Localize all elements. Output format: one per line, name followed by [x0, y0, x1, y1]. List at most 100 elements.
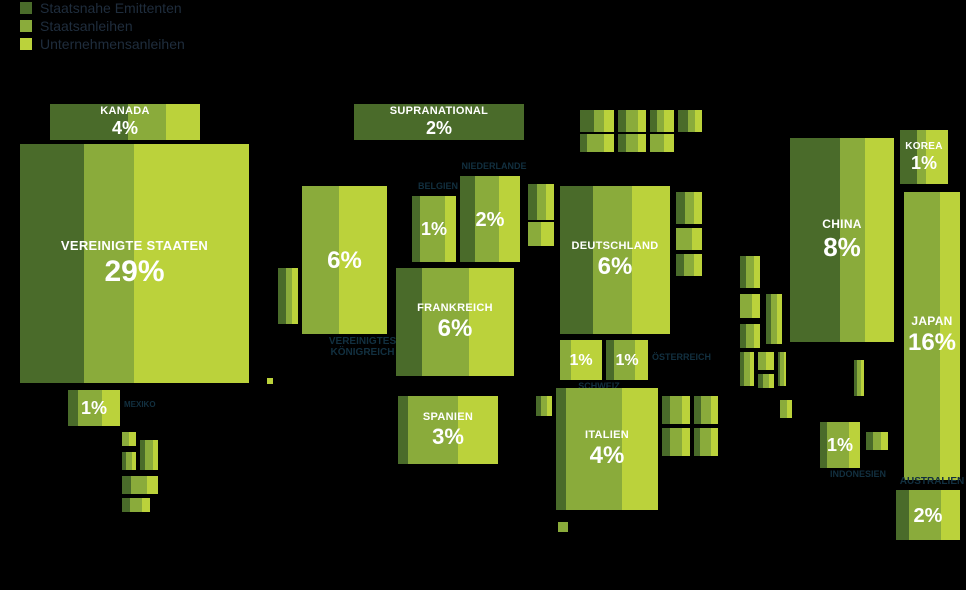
country-block-uk [302, 186, 387, 334]
segment [604, 134, 614, 152]
segment [528, 222, 541, 246]
segment [700, 428, 711, 456]
country-block-sup [354, 104, 524, 140]
deco-block [122, 432, 136, 446]
country-block-aut [606, 340, 648, 380]
segment [420, 196, 445, 262]
segment [475, 176, 499, 262]
deco-block [780, 400, 792, 418]
deco-block [694, 396, 718, 424]
segment [132, 452, 136, 470]
segment [571, 340, 603, 380]
country-block-esp [398, 396, 498, 464]
segment [664, 110, 674, 132]
segment [292, 268, 298, 324]
segment [638, 110, 646, 132]
segment [900, 130, 917, 184]
deco-block [740, 324, 760, 348]
segment [827, 422, 849, 468]
segment [78, 390, 101, 426]
segment [688, 110, 695, 132]
segment [694, 192, 702, 224]
segment [267, 378, 273, 384]
segment [412, 196, 420, 262]
legend-item: Unternehmensanleihen [20, 36, 185, 52]
country-name-above: NIEDERLANDE [454, 162, 534, 172]
segment [606, 340, 614, 380]
deco-block [278, 268, 298, 324]
country-name-below: INDONESIEN [818, 470, 898, 480]
segment [499, 176, 520, 262]
segment [694, 254, 702, 276]
segment [701, 396, 711, 424]
segment [547, 396, 552, 416]
legend-item: Staatsanleihen [20, 18, 185, 34]
segment [166, 104, 201, 140]
segment [682, 428, 690, 456]
segment [587, 134, 604, 152]
segment [134, 144, 249, 383]
segment [940, 192, 960, 480]
legend-label: Staatsnahe Emittenten [40, 0, 182, 16]
segment [695, 110, 702, 132]
deco-block [662, 396, 690, 424]
segment [657, 110, 664, 132]
segment [917, 130, 927, 184]
segment [676, 228, 692, 250]
segment [622, 388, 658, 510]
deco-block [854, 360, 864, 396]
segment [632, 186, 671, 334]
segment [692, 228, 702, 250]
country-block-fra [396, 268, 514, 376]
deco-block [758, 374, 774, 388]
deco-block [694, 428, 718, 456]
segment [560, 186, 593, 334]
segment [909, 490, 941, 540]
segment [604, 110, 614, 132]
segment [147, 476, 158, 494]
deco-block [866, 432, 888, 450]
deco-block [122, 452, 136, 470]
country-block-ger [560, 186, 670, 334]
deco-block [528, 184, 554, 220]
segment [638, 134, 646, 152]
segment [787, 400, 792, 418]
segment [537, 184, 546, 220]
deco-block [650, 134, 674, 152]
country-block-bel [412, 196, 456, 262]
country-block-ita [556, 388, 658, 510]
segment [685, 192, 694, 224]
legend-swatch [20, 2, 32, 14]
segment [566, 388, 622, 510]
segment [594, 110, 604, 132]
deco-block [676, 254, 702, 276]
segment [784, 352, 786, 386]
segment [746, 256, 754, 288]
country-block-aus [896, 490, 960, 540]
segment [896, 490, 909, 540]
segment [777, 294, 782, 344]
deco-block [758, 352, 774, 370]
segment [752, 294, 760, 318]
segment [102, 390, 120, 426]
segment [556, 388, 566, 510]
segment [422, 268, 469, 376]
segment [754, 324, 760, 348]
segment [580, 134, 587, 152]
legend-label: Unternehmensanleihen [40, 36, 185, 52]
segment [68, 390, 78, 426]
segment [682, 396, 690, 424]
legend-label: Staatsanleihen [40, 18, 133, 34]
segment [84, 144, 134, 383]
segment [618, 110, 626, 132]
segment [746, 324, 754, 348]
segment [408, 396, 458, 464]
deco-block [122, 476, 158, 494]
segment [458, 396, 498, 464]
segment [790, 138, 840, 342]
deco-block [580, 110, 614, 132]
segment [873, 432, 882, 450]
deco-block [267, 378, 273, 384]
country-block-can [50, 104, 200, 140]
segment [840, 138, 865, 342]
